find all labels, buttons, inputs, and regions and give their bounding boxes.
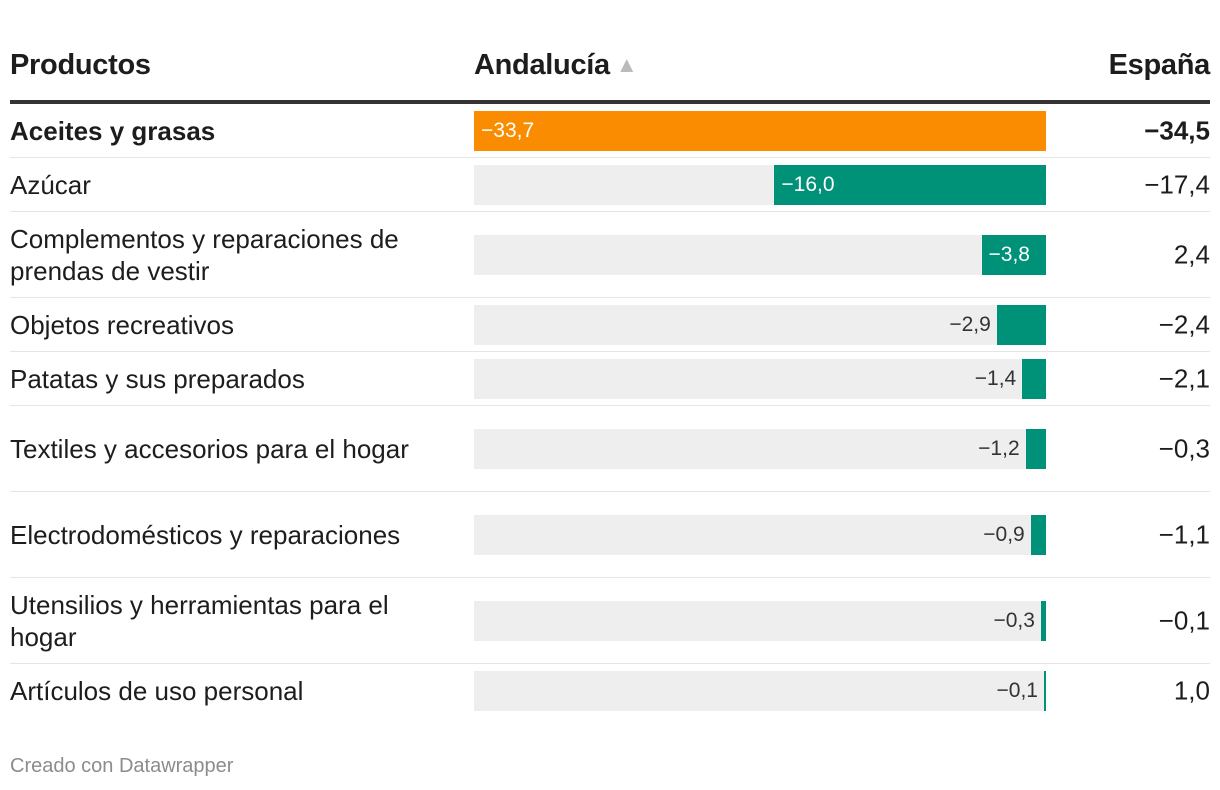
footer-credit: Creado con Datawrapper [10, 755, 234, 777]
espana-value: −0,1 [1158, 605, 1210, 635]
espana-value: −34,5 [1144, 115, 1210, 145]
bar-value-label: −16,0 [781, 172, 835, 196]
bar-track: −0,1 [474, 670, 1046, 711]
product-name: Utensilios y herramientas para el hogar [10, 589, 389, 652]
column-header-productos-label: Productos [10, 49, 151, 81]
column-header-espana[interactable]: España [1108, 49, 1211, 82]
bar-track: −16,0 [474, 164, 1046, 205]
bar-andalucia [1040, 600, 1046, 641]
espana-value: −2,1 [1158, 363, 1210, 393]
data-table: Productos Andalucía ▲ España Aceites y gr… [10, 40, 1210, 717]
bar-track: −33,7 [474, 110, 1046, 151]
column-header-andalucia[interactable]: Andalucía ▲ [474, 49, 638, 82]
table-row: Objetos recreativos −2,9 −2,4 [10, 298, 1210, 352]
bar-track: −0,3 [474, 600, 1046, 641]
table-row: Utensilios y herramientas para el hogar −… [10, 578, 1210, 664]
product-name: Electrodomésticos y reparaciones [10, 519, 401, 550]
espana-value: −0,3 [1158, 433, 1210, 463]
espana-value: −17,4 [1144, 169, 1210, 199]
product-name: Patatas y sus preparados [10, 363, 305, 394]
bar-andalucia [1044, 670, 1046, 711]
espana-value: −1,1 [1158, 519, 1210, 549]
bar-value-label: −1,4 [974, 366, 1017, 390]
table-row: Azúcar −16,0 −17,4 [10, 158, 1210, 212]
bar-value-label: −0,1 [996, 678, 1038, 702]
column-header-productos[interactable]: Productos [10, 49, 151, 82]
product-name: Azúcar [10, 169, 91, 200]
bar-value-label: −2,9 [949, 312, 991, 336]
bar-value-label: −0,3 [993, 608, 1035, 632]
table-row: Aceites y grasas −33,7 −34,5 [10, 104, 1210, 158]
product-name: Aceites y grasas [10, 115, 216, 146]
espana-value: −2,4 [1158, 309, 1210, 339]
espana-value: 2,4 [1173, 239, 1210, 269]
column-header-espana-label: España [1108, 49, 1211, 81]
column-header-andalucia-label: Andalucía [474, 49, 610, 81]
sort-ascending-icon: ▲ [615, 52, 638, 77]
bar-andalucia [1030, 514, 1046, 555]
product-name: Artículos de uso personal [10, 675, 304, 706]
table-row: Electrodomésticos y reparaciones −0,9 −1,1 [10, 492, 1210, 578]
bar-track: −1,2 [474, 428, 1046, 469]
bar-track: −1,4 [474, 358, 1046, 399]
product-name: Complementos y reparaciones de prendas d… [10, 223, 399, 286]
table-header: Productos Andalucía ▲ España [10, 40, 1210, 104]
table-row: Textiles y accesorios para el hogar −1,2 −… [10, 406, 1210, 492]
bar-track: −2,9 [474, 304, 1046, 345]
bar-andalucia [1025, 428, 1046, 469]
bar-track: −0,9 [474, 514, 1046, 555]
bar-track: −3,8 [474, 234, 1046, 275]
table-body: Aceites y grasas −33,7 −34,5 Azúcar −16,0 −17… [10, 104, 1210, 717]
espana-value: 1,0 [1173, 675, 1210, 705]
bar-andalucia [774, 164, 1046, 205]
table-row: Complementos y reparaciones de prendas d… [10, 212, 1210, 298]
table-row: Artículos de uso personal −0,1 1,0 [10, 664, 1210, 717]
bar-value-label: −1,2 [978, 436, 1020, 460]
bar-value-label: −3,8 [988, 242, 1030, 266]
bar-value-label: −0,9 [983, 522, 1025, 546]
bar-andalucia [996, 304, 1046, 345]
product-name: Textiles y accesorios para el hogar [10, 433, 409, 464]
product-name: Objetos recreativos [10, 309, 234, 340]
bar-andalucia [1022, 358, 1046, 399]
bar-value-label: −33,7 [481, 118, 535, 142]
bar-andalucia [474, 110, 1046, 151]
table-row: Patatas y sus preparados −1,4 −2,1 [10, 352, 1210, 406]
bar-andalucia [981, 234, 1046, 275]
